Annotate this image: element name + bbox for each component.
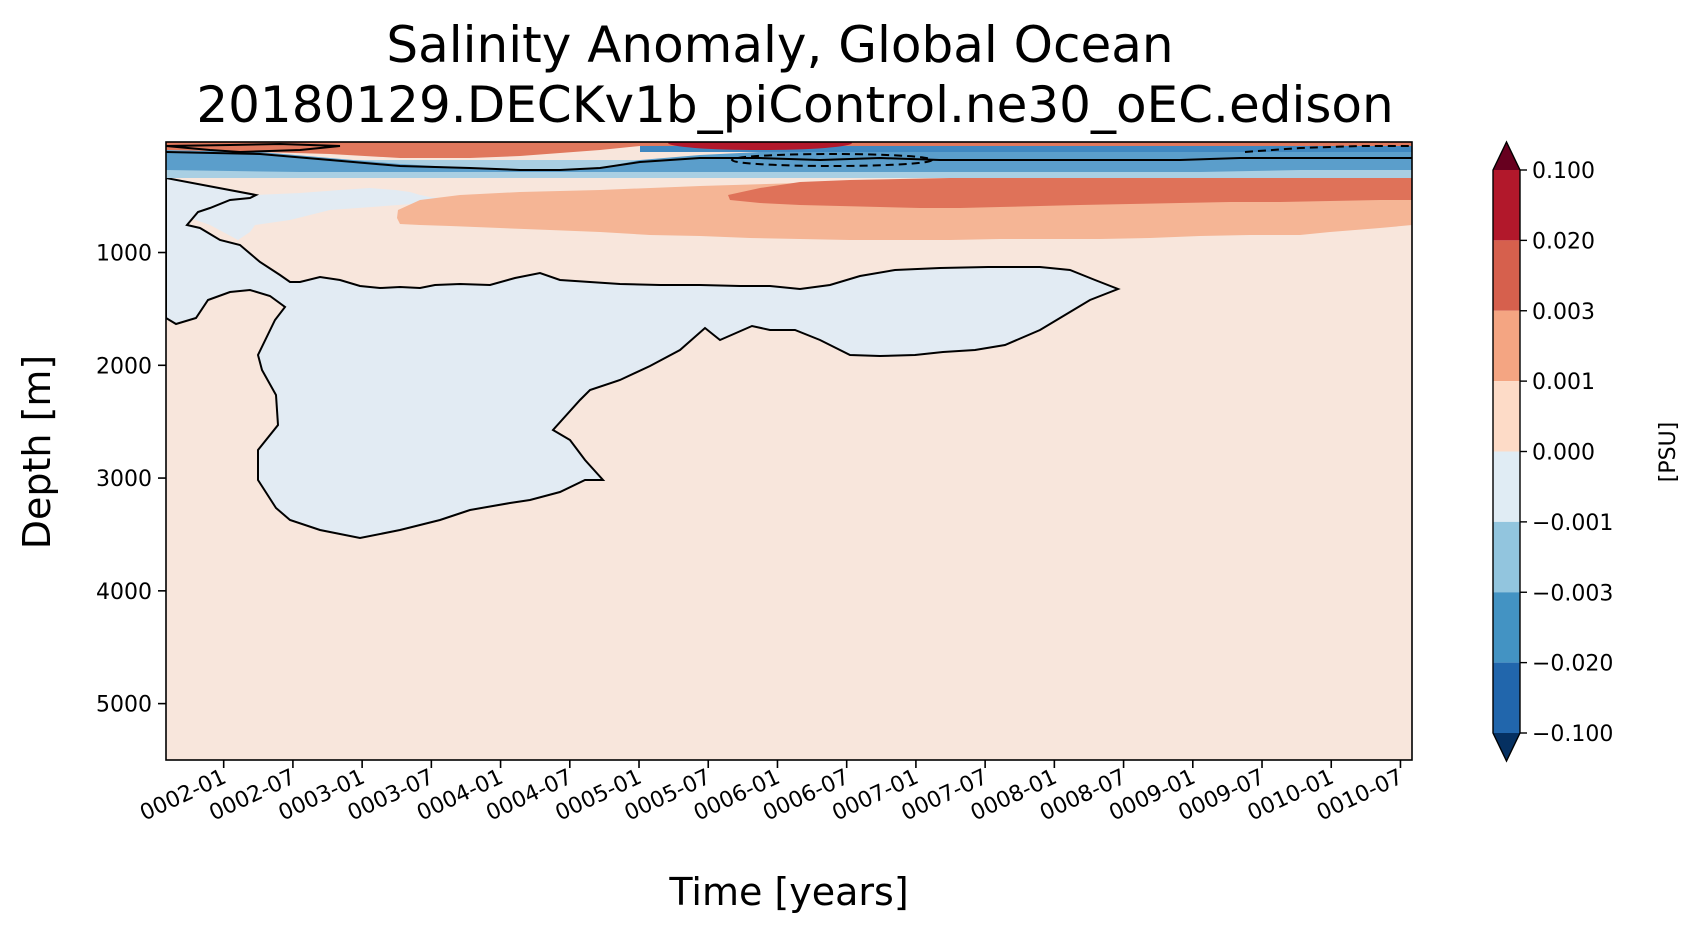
colorbar-tick-label: 0.100 [1532, 159, 1595, 184]
negative-anomaly-region-left [166, 176, 1121, 540]
colorbar: 0.100 0.020 0.003 0.001 0.000 −0.001 −0.003 −0.… [1492, 140, 1613, 763]
x-axis-title: Time [years] [668, 870, 908, 914]
y-tick-label: 5000 [96, 693, 152, 718]
colorbar-bin [1493, 240, 1520, 311]
colorbar-bin [1493, 381, 1520, 452]
chart-subtitle: 20180129.DECKv1b_piControl.ne30_oEC.edis… [196, 76, 1393, 134]
chart-title: Salinity Anomaly, Global Ocean [386, 16, 1173, 74]
y-tick-label: 4000 [96, 580, 152, 605]
contour-surface [166, 151, 1412, 171]
colorbar-label: [PSU] [1656, 422, 1681, 483]
colorbar-bin [1493, 170, 1520, 241]
colorbar-tick-label: −0.100 [1532, 722, 1613, 747]
colorbar-extend-min [1493, 733, 1520, 761]
contour-dashed-right [1244, 145, 1412, 153]
colorbar-tick-label: 0.003 [1532, 300, 1595, 325]
surface-red-band [166, 142, 1412, 158]
plot-area [166, 142, 1412, 760]
y-tick-label: 3000 [96, 467, 152, 492]
y-axis-title: Depth [m] [15, 355, 59, 550]
colorbar-bin [1493, 521, 1520, 593]
contour-surface-upper [166, 142, 341, 154]
colorbar-tick-label: 0.020 [1532, 229, 1595, 254]
positive-anomaly-region-strong [728, 178, 1412, 208]
y-tick-label: 1000 [96, 242, 152, 267]
plot-frame [165, 141, 1413, 761]
surface-dark-blue-band [640, 142, 1412, 152]
colorbar-bin [1493, 310, 1520, 382]
surface-blue-band [166, 150, 1412, 172]
colorbar-bin [1493, 592, 1520, 663]
y-axis: 1000 2000 3000 4000 5000 [96, 242, 166, 718]
colorbar-tick-label: 0.000 [1532, 441, 1595, 466]
colorbar-tick-label: −0.020 [1532, 652, 1613, 677]
colorbar-bin [1493, 662, 1520, 733]
y-tick-label: 2000 [96, 354, 152, 379]
colorbar-bin [1493, 451, 1520, 522]
x-axis: 0002-010002-070003-010003-070004-010004-… [136, 760, 1407, 826]
surface-max-anomaly [668, 142, 852, 150]
colorbar-tick-label: −0.001 [1532, 511, 1613, 536]
colorbar-extend-max [1493, 142, 1520, 170]
colorbar-tick-label: 0.001 [1532, 370, 1595, 395]
colorbar-tick-label: −0.003 [1532, 581, 1613, 606]
contour-dashed-negative [731, 153, 933, 167]
